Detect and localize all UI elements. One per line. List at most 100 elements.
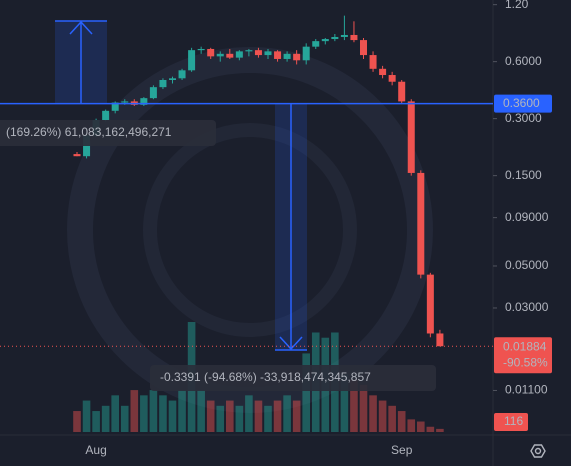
volume-bar	[273, 400, 282, 432]
y-tick-label: 0.03000	[505, 300, 549, 314]
y-tick-label: 0.6000	[505, 54, 542, 68]
volume-bar	[130, 390, 139, 432]
measure-arrowhead	[69, 20, 93, 35]
volume-bar	[206, 400, 215, 432]
y-tick-label: 0.1500	[505, 168, 542, 182]
candle-body	[102, 110, 110, 121]
volume-bar	[245, 395, 253, 432]
watermark	[143, 123, 357, 337]
volume-bar	[159, 395, 167, 432]
annotation: -0.3391 (-94.68%) -33,918,474,345,857	[160, 370, 371, 384]
x-tick-label: Aug	[85, 443, 106, 457]
last-change-label: -90.58%	[503, 355, 548, 369]
candle-body	[340, 34, 348, 37]
plot: 1.20 0.6000 0.3000 0.1500 0.09000 0.05000 0.03…	[73, 0, 549, 457]
candle-body	[274, 51, 282, 59]
annotation-box	[150, 365, 436, 391]
volume-bar	[283, 395, 291, 432]
volume-bar	[178, 390, 186, 432]
volume-bar	[149, 390, 158, 432]
candle-body	[369, 55, 377, 69]
x-tick-label: Sep	[391, 443, 413, 457]
overlay: (169.26%) 61,083,162,496,271 -0.3391 (-9…	[0, 94, 552, 431]
y-tick-label: 0.01100	[505, 383, 548, 397]
candle-body	[254, 50, 262, 56]
candle-body	[159, 80, 167, 88]
price-line-label-box	[494, 94, 552, 113]
candle-body	[216, 53, 224, 57]
volume-bar	[235, 405, 244, 432]
volume-bar	[388, 405, 396, 432]
candle-body	[417, 172, 425, 275]
candle-body	[331, 36, 339, 40]
volume-bar	[140, 395, 148, 432]
candle-body	[426, 274, 434, 334]
volume-label-box	[494, 413, 528, 431]
volume-bar	[436, 428, 444, 432]
candle-body	[178, 70, 186, 79]
candle-body	[350, 34, 358, 41]
candle-body	[226, 53, 234, 58]
candle-body	[140, 98, 148, 105]
y-tick-label: 1.20	[505, 0, 529, 11]
volume-bar	[302, 353, 310, 432]
volume-bar	[359, 384, 368, 432]
candle-body	[388, 75, 396, 82]
volume-bar	[378, 400, 387, 432]
volume-bar	[350, 379, 358, 432]
volume-bar	[92, 411, 100, 432]
volume-bar	[101, 405, 110, 432]
candle-body	[398, 81, 406, 102]
candle-body	[379, 68, 387, 76]
last-price-label: 0.01884	[503, 339, 547, 353]
annotation: (169.26%) 61,083,162,496,271	[6, 125, 172, 139]
price-line-label: 0.3600	[503, 96, 540, 110]
volume-bar	[292, 400, 301, 432]
candle-body	[197, 48, 205, 51]
volume-bar	[369, 395, 377, 432]
volume-bar	[340, 374, 349, 432]
candle-body	[111, 102, 119, 111]
candle-body	[264, 51, 272, 56]
last-price-box	[494, 337, 552, 374]
candle-body	[207, 48, 215, 57]
candle-body	[283, 53, 291, 59]
settings-hit[interactable]	[524, 438, 552, 464]
candle-body	[245, 50, 253, 52]
candle-body	[149, 87, 157, 99]
candle-body	[293, 53, 301, 61]
y-tick-label: 0.09000	[505, 210, 549, 224]
volume-bar	[264, 405, 272, 432]
volume-bar	[216, 405, 225, 432]
volume-bar	[254, 400, 263, 432]
volume-label: 116	[504, 414, 523, 428]
volume-bar	[226, 400, 234, 432]
volume-bar	[407, 419, 416, 432]
settings-button[interactable]	[524, 438, 552, 464]
candle-body	[169, 78, 176, 81]
candle-body	[407, 101, 415, 173]
candle-body	[360, 40, 367, 56]
candle-body	[121, 101, 129, 103]
volume-bar	[82, 400, 91, 432]
volume-bar	[120, 405, 129, 432]
annotation-box	[0, 120, 216, 146]
volume-bar	[417, 421, 425, 432]
candle-body	[312, 41, 320, 47]
volume-bar	[426, 426, 435, 432]
y-tick-label: 0.3000	[505, 111, 542, 125]
candle-body	[302, 46, 310, 61]
candle-body	[73, 154, 81, 157]
volume-bar	[73, 411, 81, 432]
candle-body	[235, 51, 243, 58]
measure-arrowhead	[279, 336, 303, 351]
candle-body	[188, 50, 196, 71]
settings-icon	[534, 447, 542, 455]
volume-bar	[197, 390, 205, 432]
volume-bar	[397, 411, 406, 432]
candle-body	[436, 333, 444, 347]
candle-body	[321, 39, 329, 42]
volume-bar	[168, 400, 177, 432]
settings-icon	[530, 444, 546, 458]
